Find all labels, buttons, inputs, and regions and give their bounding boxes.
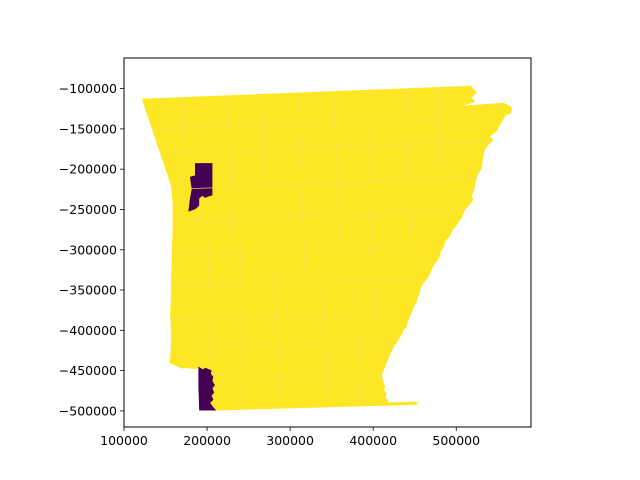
county-border-12	[298, 95, 306, 274]
y-tick-label: −200000	[59, 162, 117, 177]
axes-frame	[123, 57, 532, 428]
county-border-4	[172, 245, 444, 255]
county-border-7	[186, 342, 399, 347]
y-tick-label: −150000	[59, 121, 117, 136]
y-tick-label: −100000	[59, 81, 117, 96]
county-border-11	[263, 96, 266, 178]
county-borders-layer	[142, 88, 497, 407]
x-tick-label: 400000	[349, 433, 397, 448]
county-border-18	[273, 265, 283, 407]
county-border-20	[356, 298, 362, 403]
region-low-1	[188, 163, 213, 212]
x-tick-label: 500000	[432, 433, 480, 448]
y-tick-label: −350000	[59, 283, 117, 298]
y-tick-label: −450000	[59, 363, 117, 378]
regions-layer	[141, 85, 512, 411]
county-border-5	[171, 277, 424, 287]
county-border-1	[165, 140, 497, 154]
x-axis: 100000 200000 300000 400000 500000	[100, 427, 480, 448]
x-tick-label: 100000	[100, 433, 148, 448]
county-border-14	[368, 92, 376, 323]
region-low-2	[198, 366, 217, 411]
y-axis: −100000 −150000 −200000 −250000 −300000 −3500…	[59, 81, 124, 418]
y-tick-label: −250000	[59, 202, 117, 217]
county-border-17	[239, 249, 245, 407]
county-border-10	[227, 98, 234, 250]
region-high-0	[141, 85, 512, 411]
county-border-19	[322, 273, 328, 403]
county-border-21	[206, 217, 212, 363]
y-tick-label: −500000	[59, 403, 117, 418]
county-border-15	[406, 90, 411, 234]
county-border-6	[171, 313, 409, 319]
county-border-2	[173, 176, 482, 190]
county-border-16	[437, 88, 440, 202]
county-border-9	[183, 99, 187, 174]
county-border-13	[332, 93, 342, 250]
county-border-3	[172, 209, 469, 222]
x-tick-label: 200000	[183, 433, 231, 448]
y-tick-label: −300000	[59, 242, 117, 257]
county-border-0	[142, 118, 473, 130]
y-tick-label: −400000	[59, 323, 117, 338]
x-tick-label: 300000	[266, 433, 314, 448]
